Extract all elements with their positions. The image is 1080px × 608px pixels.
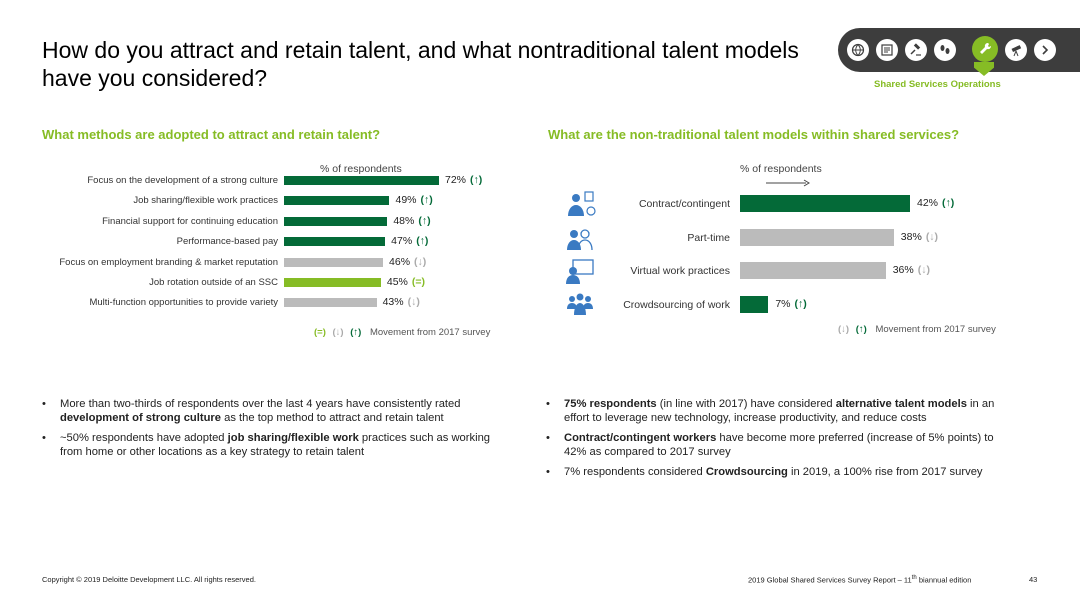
right-chart-heading: What are the non-traditional talent mode… — [548, 127, 960, 142]
movement-indicator: (↑) — [416, 235, 429, 248]
bar — [284, 237, 386, 247]
bullet-item: Contract/contingent workers have become … — [546, 431, 1006, 459]
bar-value: 72% (↑) — [445, 174, 483, 186]
bar — [284, 176, 439, 185]
legend-up: (↑) — [855, 324, 867, 335]
right-legend: (↓) (↑) Movement from 2017 survey — [838, 324, 996, 335]
bar-value: 47% (↑) — [391, 235, 429, 248]
bar-value: 46% (↓) — [389, 255, 427, 268]
bar-value: 36% (↓) — [892, 264, 930, 276]
legend-up: (↑) — [350, 327, 362, 338]
bar-label: Job sharing/flexible work practices — [133, 195, 278, 207]
movement-indicator: (↓) — [917, 264, 930, 276]
bar-value: 7% (↑) — [775, 297, 807, 310]
legend-down: (↓) — [332, 327, 344, 338]
bar-value: 45% (=) — [386, 276, 426, 288]
active-section-marker — [974, 62, 994, 76]
copyright-text: Copyright © 2019 Deloitte Development LL… — [42, 575, 256, 584]
bar-value: 42% (↑) — [917, 197, 955, 209]
telescope-icon[interactable] — [1005, 39, 1027, 61]
report-title: 2019 Global Shared Services Survey Repor… — [748, 575, 972, 585]
bar-value: 49% (↑) — [395, 194, 433, 207]
bar-label: Focus on employment branding & market re… — [59, 256, 278, 268]
gavel-icon[interactable] — [905, 39, 927, 61]
bar-label: Crowdsourcing of work — [623, 298, 730, 311]
left-bullets: More than two-thirds of respondents over… — [42, 397, 504, 465]
bar — [740, 228, 894, 246]
bar — [740, 195, 910, 212]
right-bullets: 75% respondents (in line with 2017) have… — [546, 397, 1006, 485]
next-arrow-icon[interactable] — [1034, 39, 1056, 61]
bar-label: Part-time — [687, 231, 730, 244]
bar — [740, 262, 886, 279]
left-axis-label: % of respondents — [320, 163, 402, 175]
page-title: How do you attract and retain talent, an… — [42, 37, 799, 91]
wrench-icon[interactable] — [972, 36, 998, 62]
bar — [284, 196, 390, 206]
bar-label: Job rotation outside of an SSC — [149, 277, 278, 288]
virtual-work-icon — [566, 259, 594, 284]
bullet-item: More than two-thirds of respondents over… — [42, 397, 504, 425]
page-number: 43 — [1029, 575, 1038, 584]
section-nav — [838, 28, 1080, 76]
movement-indicator: (↓) — [414, 255, 427, 268]
bar-label: Virtual work practices — [630, 265, 730, 277]
part-time-icon — [567, 228, 593, 250]
right-axis-label: % of respondents — [740, 163, 822, 175]
bar-label: Contract/contingent — [638, 198, 730, 210]
movement-indicator: (↑) — [470, 174, 483, 186]
left-legend: (=) (↓) (↑) Movement from 2017 survey — [314, 327, 490, 338]
movement-indicator: (↑) — [794, 297, 807, 310]
contractor-icon — [568, 191, 596, 216]
bar-value: 38% (↓) — [900, 230, 939, 243]
legend-down: (↓) — [838, 324, 850, 335]
bar-label: Focus on the development of a strong cul… — [87, 175, 278, 186]
bar-label: Financial support for continuing educati… — [102, 215, 278, 227]
bullet-item: 7% respondents considered Crowdsourcing … — [546, 465, 1006, 479]
movement-indicator: (↑) — [942, 197, 955, 209]
bar — [740, 295, 769, 313]
movement-indicator: (↑) — [420, 194, 433, 207]
legend-text: Movement from 2017 survey — [369, 327, 491, 338]
legend-text: Movement from 2017 survey — [875, 324, 996, 335]
legend-same: (=) — [314, 327, 326, 338]
movement-indicator: (↑) — [418, 214, 431, 227]
bar — [284, 298, 377, 308]
axis-direction-arrow — [766, 179, 810, 187]
bar-label: Performance-based pay — [176, 236, 278, 248]
bar-value: 48% (↑) — [393, 214, 431, 227]
crowd-icon — [567, 293, 593, 315]
bar — [284, 278, 381, 287]
movement-indicator: (↓) — [407, 296, 420, 309]
movement-indicator: (=) — [411, 276, 426, 288]
certificate-icon[interactable] — [876, 39, 898, 61]
bar — [284, 257, 384, 267]
footprints-icon[interactable] — [934, 39, 956, 61]
section-label: Shared Services Operations — [874, 79, 1001, 90]
bullet-item: 75% respondents (in line with 2017) have… — [546, 397, 1006, 425]
bar-value: 43% (↓) — [382, 296, 420, 309]
movement-indicator: (↓) — [925, 230, 939, 243]
bullet-item: ~50% respondents have adopted job sharin… — [42, 431, 504, 459]
right-bar-chart — [0, 0, 1, 1]
left-chart-heading: What methods are adopted to attract and … — [42, 127, 381, 142]
globe-icon[interactable] — [847, 39, 869, 61]
bar — [284, 216, 388, 226]
bar-label: Multi-function opportunities to provide … — [89, 297, 278, 309]
